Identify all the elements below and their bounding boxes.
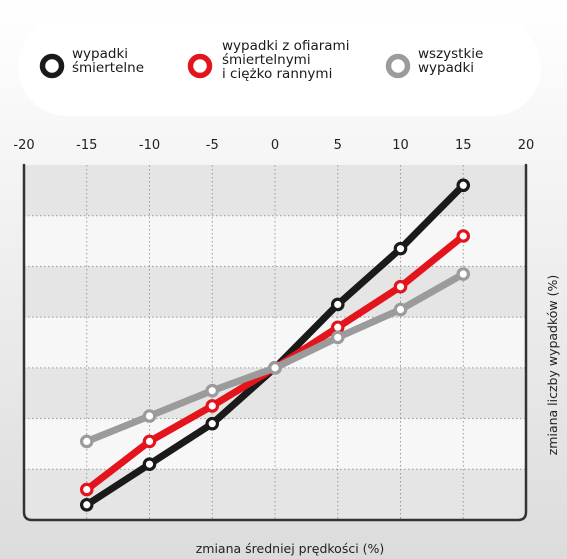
data-point	[456, 178, 471, 193]
data-point	[205, 416, 220, 431]
axis-frame	[22, 163, 528, 522]
data-point	[456, 267, 471, 281]
data-point	[79, 497, 94, 512]
x-axis-label: zmiana średniej prędkości (%)	[196, 541, 385, 556]
x-tick-label: 0	[271, 138, 279, 153]
data-point	[330, 330, 345, 345]
legend-box	[18, 18, 541, 116]
x-tick-label: 10	[392, 138, 409, 153]
data-point	[393, 241, 408, 256]
data-point	[456, 229, 471, 243]
series	[79, 267, 471, 449]
data-point	[205, 399, 220, 413]
x-tick-label: -10	[139, 138, 160, 153]
x-tick-label: 20	[518, 138, 535, 153]
x-tick-label: 15	[455, 138, 472, 153]
data-point	[393, 302, 408, 317]
legend-label: wszystkie	[418, 46, 483, 62]
data-point	[79, 434, 94, 449]
data-point	[330, 297, 345, 312]
series-layer	[79, 178, 471, 512]
grid-band	[24, 266, 526, 318]
data-point	[393, 279, 408, 294]
legend-label: wypadki z ofiarami	[222, 38, 349, 54]
legend-label: wypadki	[418, 60, 474, 76]
data-point	[268, 361, 282, 375]
x-tick-label: -20	[13, 138, 34, 153]
legend-marker	[385, 53, 411, 79]
x-tick-labels: -20 -15 -10 -5 0 5 10 15 20	[13, 138, 534, 153]
data-point	[205, 383, 220, 398]
x-tick-label: 5	[334, 138, 342, 153]
grid-band	[24, 418, 526, 470]
legend-marker	[39, 53, 65, 79]
data-point	[142, 409, 157, 423]
legend-label: śmiertelnymi	[222, 52, 311, 68]
legend-marker	[187, 53, 213, 79]
data-point	[142, 457, 157, 472]
x-tick-label: -5	[206, 138, 219, 153]
y-axis-label: zmiana liczby wypadków (%)	[545, 275, 560, 456]
legend-label: wypadki	[72, 46, 128, 62]
data-point	[142, 434, 157, 449]
plot-area	[22, 163, 528, 522]
data-point	[79, 482, 94, 497]
legend-label: i ciężko rannymi	[222, 66, 332, 82]
legend-label: śmiertelne	[72, 60, 144, 76]
x-tick-label: -15	[76, 138, 97, 153]
